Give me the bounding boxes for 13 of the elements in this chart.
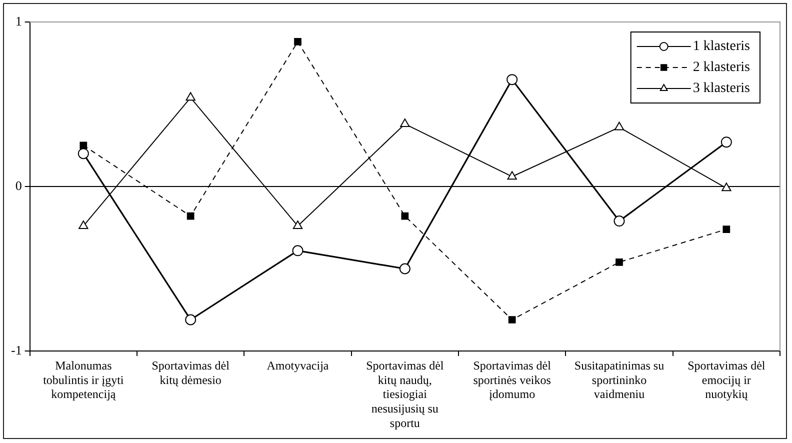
y-tick-label: -1 — [10, 342, 22, 358]
legend-label: 2 klasteris — [692, 60, 750, 76]
y-tick-label: 1 — [15, 13, 22, 28]
x-tick-label: Sportavimas dėl kitų dėmesio — [152, 358, 230, 387]
x-tick-label: Sportavimas dėl emocijų ir nuotykių — [688, 358, 766, 402]
x-tick-label: Sportavimas dėl kitų naudų, tiesiogiai nesusijusių su sportu — [366, 358, 444, 430]
y-tick-label: 0 — [15, 178, 22, 193]
x-tick-label: Amotyvacija — [266, 358, 330, 372]
x-tick-label: Sportavimas dėl sportinės veikos įdomumo — [473, 358, 552, 402]
legend-label: 3 klasteris — [692, 81, 750, 96]
legend-label: 1 klasteris — [692, 39, 750, 54]
x-tick-label: Malonumas tobulintis ir įgyti kompetenciją — [43, 358, 124, 402]
x-tick-label: Susitapatinimas su sportininko vaidmeniu — [574, 358, 664, 402]
